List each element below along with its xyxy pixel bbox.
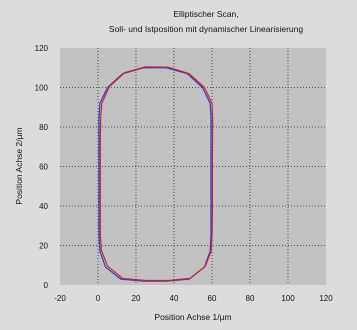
y-axis-label: Position Achse 2/µm bbox=[14, 127, 24, 204]
x-tick-label: -20 bbox=[54, 294, 66, 303]
chart-title: Elliptischer Scan, bbox=[173, 9, 238, 19]
chart-subtitle: Soll- und Istposition mit dynamischer Li… bbox=[109, 24, 303, 34]
series-line-1 bbox=[98, 67, 212, 282]
x-tick-label: 120 bbox=[319, 294, 333, 303]
gridlines bbox=[60, 48, 326, 285]
series-lines bbox=[98, 66, 214, 282]
x-axis-label: Position Achse 1/µm bbox=[154, 312, 231, 322]
x-tick-label: 100 bbox=[281, 294, 295, 303]
y-tick-label: 120 bbox=[35, 44, 49, 53]
x-tick-label: 0 bbox=[96, 294, 101, 303]
y-tick-label: 20 bbox=[39, 242, 48, 251]
y-tick-label: 0 bbox=[44, 281, 49, 290]
y-tick-label: 100 bbox=[35, 84, 49, 93]
series-line-2 bbox=[99, 66, 214, 282]
x-tick-label: 40 bbox=[170, 294, 179, 303]
x-tick-label: 20 bbox=[132, 294, 141, 303]
tick-labels: -20 0 20 40 60 80 100 120 0 20 40 60 80 100 120 bbox=[35, 44, 334, 303]
x-tick-label: 60 bbox=[208, 294, 217, 303]
y-tick-label: 80 bbox=[39, 123, 48, 132]
x-tick-label: 80 bbox=[246, 294, 255, 303]
y-tick-label: 60 bbox=[39, 163, 48, 172]
y-tick-label: 40 bbox=[39, 202, 48, 211]
